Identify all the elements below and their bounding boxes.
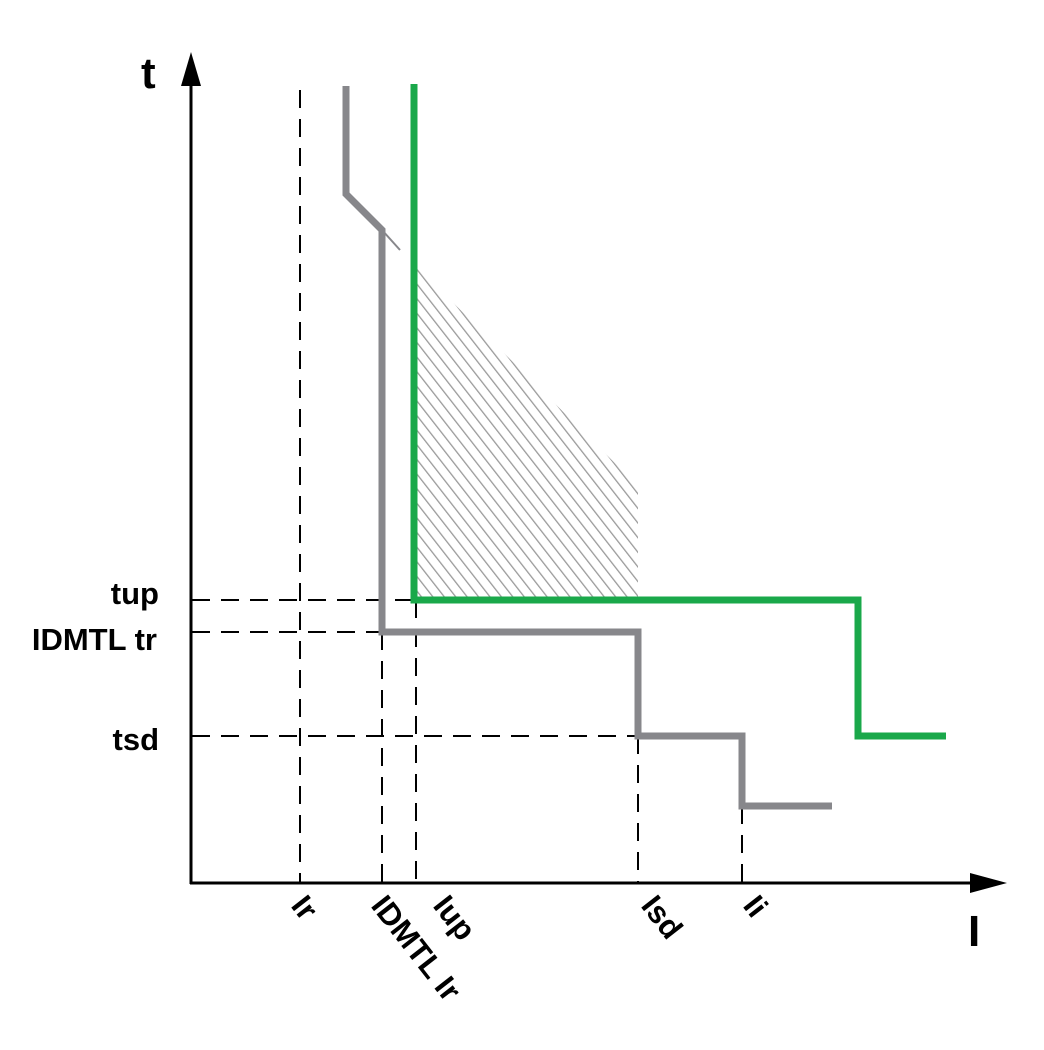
x-tick-ir: Ir: [284, 889, 324, 927]
y-axis-arrow: [181, 52, 201, 86]
y-tick-tsd: tsd: [113, 722, 160, 757]
y-tick-tup: tup: [111, 576, 159, 611]
axes: [181, 52, 1007, 893]
hatched-zone: [416, 266, 638, 599]
green-trip-curve: [410, 84, 946, 740]
y-axis-label: t: [141, 49, 156, 98]
grey-trip-curve: [342, 86, 832, 810]
x-tick-iup: Iup: [426, 889, 482, 947]
x-axis-arrow: [970, 873, 1007, 893]
grey-curve-thin-extension: [381, 229, 401, 251]
x-tick-isd: Isd: [634, 889, 689, 946]
x-tick-ii: Ii: [736, 889, 774, 924]
y-tick-idmtl-tr: IDMTL tr: [32, 622, 157, 657]
x-axis-label: I: [968, 907, 980, 956]
